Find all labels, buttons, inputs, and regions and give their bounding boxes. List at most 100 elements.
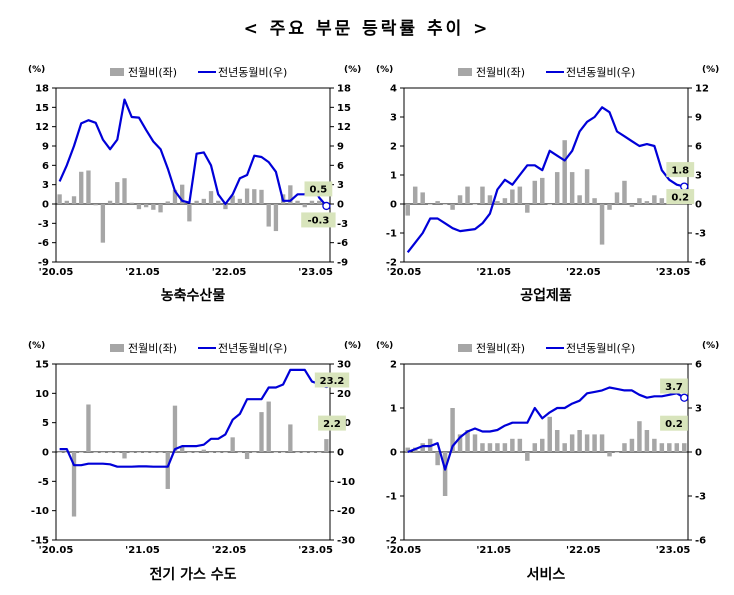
bar <box>79 171 84 204</box>
y-left-unit: (%) <box>28 65 45 75</box>
bar <box>266 401 271 452</box>
bar <box>652 195 657 204</box>
bar <box>412 186 418 204</box>
bar <box>405 447 410 452</box>
callout-box <box>660 415 688 431</box>
y-left-tick-label: -3 <box>38 219 49 230</box>
legend-bar-label: 전월비(좌) <box>128 66 177 79</box>
bar <box>614 452 620 453</box>
bar <box>554 430 560 452</box>
line-end-marker <box>322 201 331 211</box>
bar <box>86 404 91 452</box>
bar <box>230 195 235 204</box>
callout-label: 0.5 <box>310 185 328 196</box>
y-left-unit: (%) <box>376 65 393 75</box>
x-tick-label: '20.05 <box>39 267 74 278</box>
bar <box>158 452 163 453</box>
bar <box>280 452 286 453</box>
bar <box>614 192 620 204</box>
bar <box>584 434 590 452</box>
y-left-tick-label: -9 <box>38 258 49 269</box>
bar <box>216 200 221 204</box>
bar <box>457 434 463 452</box>
y-right-tick-label: 6 <box>337 161 344 172</box>
legend-line-label: 전년동월비(우) <box>218 66 287 79</box>
bar <box>244 188 250 204</box>
bar <box>151 204 156 210</box>
bar <box>79 452 84 453</box>
y-left-tick-label: 10 <box>35 389 49 400</box>
bar <box>244 452 250 460</box>
bar <box>165 201 170 204</box>
bar <box>115 452 120 453</box>
bar <box>442 452 448 496</box>
y-right-tick-label: 12 <box>337 122 351 133</box>
chart-title: 전기 가스 수도 <box>149 566 236 583</box>
bar <box>180 184 185 204</box>
bar <box>172 405 178 452</box>
y-left-tick-label: -10 <box>31 506 49 517</box>
bar <box>295 452 300 453</box>
bar <box>143 204 149 208</box>
y-left-tick-label: 6 <box>42 161 49 172</box>
bar <box>295 200 300 204</box>
bar <box>223 452 228 453</box>
line-series <box>59 368 327 468</box>
y-right-tick-label: 3 <box>695 404 702 415</box>
callout-box <box>314 372 350 388</box>
bar <box>644 201 650 204</box>
callout-label: 23.2 <box>320 376 345 387</box>
bar <box>317 452 322 453</box>
x-tick-label: '23.05 <box>298 267 333 278</box>
bar <box>208 191 214 204</box>
bar <box>659 443 665 452</box>
bar <box>201 198 206 204</box>
bar <box>540 438 545 452</box>
bar <box>607 204 612 210</box>
y-left-tick-label: 1 <box>390 171 397 182</box>
bar <box>151 452 156 453</box>
y-left-tick-label: 2 <box>390 142 397 153</box>
bar <box>465 186 470 204</box>
bar <box>629 204 635 207</box>
y-right-tick-label: -6 <box>695 258 706 269</box>
bar <box>577 430 582 452</box>
bar <box>480 186 485 204</box>
x-tick-label: '21.05 <box>476 545 511 556</box>
y-right-tick-label: -6 <box>337 238 348 249</box>
legend-bar-label: 전월비(좌) <box>476 66 525 79</box>
y-right-tick-label: 30 <box>337 360 351 371</box>
bar <box>525 452 530 461</box>
y-left-tick-label: -15 <box>31 536 49 547</box>
bar <box>637 198 642 204</box>
bar <box>622 180 627 204</box>
x-tick-label: '21.05 <box>125 545 160 556</box>
bar <box>569 434 575 452</box>
y-right-tick-label: -3 <box>695 492 706 503</box>
x-tick-label: '20.05 <box>387 545 422 556</box>
bar <box>64 200 69 204</box>
y-right-unit: (%) <box>702 341 719 351</box>
y-right-tick-label: -10 <box>337 477 355 488</box>
chart-title: 농축수산물 <box>161 287 226 304</box>
bar <box>71 452 77 517</box>
bar <box>100 204 106 243</box>
bar <box>682 443 687 452</box>
legend-bar-label: 전월비(좌) <box>476 342 525 355</box>
legend-bar-swatch <box>458 68 472 76</box>
y-right-unit: (%) <box>344 341 361 351</box>
line-end-marker <box>680 393 689 402</box>
bar <box>180 446 185 452</box>
bar <box>259 189 264 204</box>
callout-label: 2.2 <box>323 419 341 430</box>
bar <box>143 452 149 453</box>
y-left-unit: (%) <box>376 341 393 351</box>
y-left-tick-label: 15 <box>35 103 49 114</box>
bar <box>302 204 307 208</box>
y-right-tick-label: 20 <box>337 389 351 400</box>
bar <box>259 412 264 452</box>
bar <box>495 443 500 452</box>
callout-label: 0.2 <box>665 419 683 430</box>
y-left-tick-label: -6 <box>38 238 49 249</box>
y-right-tick-label: 0 <box>695 200 702 211</box>
